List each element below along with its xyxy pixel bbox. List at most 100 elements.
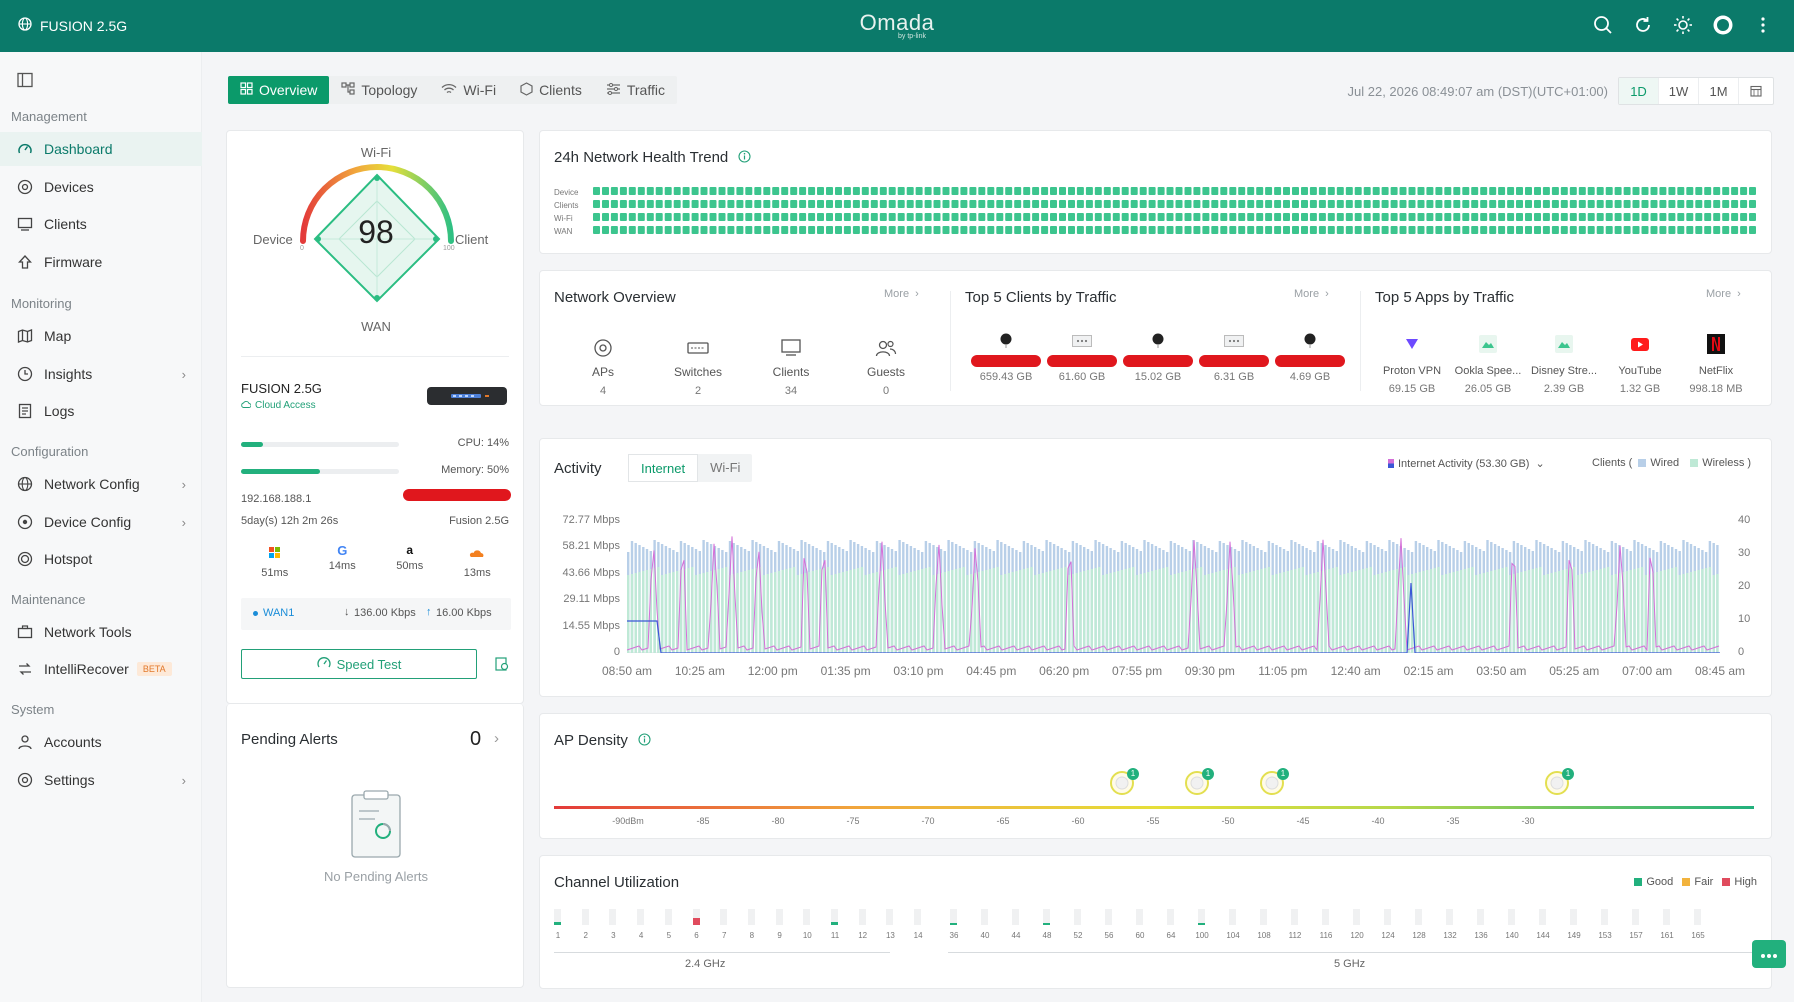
tab-internet[interactable]: Internet: [628, 454, 699, 482]
sidebar-toggle-icon[interactable]: [17, 72, 33, 93]
tab-overview[interactable]: Overview: [228, 76, 330, 104]
channel-bar[interactable]: [914, 909, 922, 925]
channel-bar[interactable]: [1539, 909, 1546, 925]
channel-bar[interactable]: [637, 909, 645, 925]
channel-bar[interactable]: [1570, 909, 1577, 925]
tab-clients[interactable]: Clients: [508, 76, 594, 104]
channel-bar[interactable]: [981, 909, 988, 925]
sidebar-item-intellirecover[interactable]: IntelliRecover BETA: [0, 652, 202, 686]
channel-bar[interactable]: [554, 909, 561, 925]
stat-aps[interactable]: APs 4: [563, 337, 643, 397]
top-clients-more[interactable]: More ›: [1294, 288, 1329, 300]
channel-bar[interactable]: [1167, 909, 1174, 925]
sidebar-item-clients[interactable]: Clients: [0, 207, 202, 241]
sidebar-item-hotspot[interactable]: Hotspot: [0, 542, 202, 576]
top-apps-more[interactable]: More ›: [1706, 288, 1741, 300]
top-app-item[interactable]: YouTube 1.32 GB: [1603, 333, 1677, 395]
info-icon[interactable]: [638, 732, 651, 750]
chevron-right-icon[interactable]: ›: [494, 730, 499, 747]
top-app-item[interactable]: Ookla Spee... 26.05 GB: [1451, 333, 1525, 395]
range-1d[interactable]: 1D: [1619, 78, 1659, 104]
search-icon[interactable]: [1592, 14, 1614, 36]
channel-bar[interactable]: [1074, 909, 1081, 925]
channel-bar[interactable]: [1105, 909, 1112, 925]
density-ap-marker[interactable]: 1: [1545, 768, 1574, 798]
stat-guests[interactable]: Guests 0: [846, 337, 926, 397]
stat-clients[interactable]: Clients 34: [751, 337, 831, 397]
sidebar-item-device-config[interactable]: Device Config ›: [0, 505, 202, 539]
channel-bar[interactable]: [1446, 909, 1453, 925]
density-ap-marker[interactable]: 1: [1185, 768, 1214, 798]
avatar[interactable]: [1712, 14, 1734, 36]
calendar-icon[interactable]: [1739, 78, 1773, 104]
speed-test-button[interactable]: Speed Test: [241, 649, 477, 679]
network-overview-more[interactable]: More ›: [884, 288, 919, 300]
sidebar-item-map[interactable]: Map: [0, 319, 202, 353]
channel-bar[interactable]: [1477, 909, 1484, 925]
range-1w[interactable]: 1W: [1659, 78, 1699, 104]
channel-bar[interactable]: [803, 909, 811, 925]
channel-bar[interactable]: [1012, 909, 1019, 925]
tab-wifi-activity[interactable]: Wi-Fi: [710, 460, 741, 475]
channel-bar[interactable]: [1291, 909, 1298, 925]
sidebar-item-settings[interactable]: Settings ›: [0, 763, 202, 797]
top-client-item[interactable]: 4.69 GB: [1274, 333, 1346, 383]
speed-test-history-icon[interactable]: [495, 657, 509, 676]
theme-icon[interactable]: [1672, 14, 1694, 36]
channel-bar[interactable]: [1136, 909, 1143, 925]
tab-topology[interactable]: Topology: [329, 76, 429, 104]
more-vertical-icon[interactable]: [1752, 14, 1774, 36]
top-client-item[interactable]: 6.31 GB: [1198, 333, 1270, 383]
density-ap-marker[interactable]: 1: [1110, 768, 1139, 798]
channel-bar[interactable]: [747, 909, 755, 925]
channel-bar[interactable]: [1632, 909, 1639, 925]
channel-bar[interactable]: [581, 909, 589, 925]
channel-bar[interactable]: [1353, 909, 1360, 925]
channel-bar[interactable]: [950, 909, 957, 925]
top-client-item[interactable]: 15.02 GB: [1122, 333, 1194, 383]
channel-bar[interactable]: [720, 909, 728, 925]
top-client-item[interactable]: 659.43 GB: [970, 333, 1042, 383]
range-1m[interactable]: 1M: [1699, 78, 1739, 104]
channel-bar[interactable]: [1198, 909, 1205, 925]
top-app-item[interactable]: Proton VPN 69.15 GB: [1375, 333, 1449, 395]
sidebar-item-network-config[interactable]: Network Config ›: [0, 467, 202, 501]
channel-bar[interactable]: [1415, 909, 1422, 925]
channel-bar[interactable]: [1043, 909, 1050, 925]
refresh-icon[interactable]: [1632, 14, 1654, 36]
gateway-name[interactable]: FUSION 2.5G: [241, 381, 322, 396]
wan-status-row[interactable]: WAN1 ↓ 136.00 Kbps ↑ 16.00 Kbps: [241, 598, 511, 630]
internet-activity-dropdown[interactable]: Internet Activity (53.30 GB) ⌄: [1388, 457, 1545, 470]
channel-bar[interactable]: [1322, 909, 1329, 925]
top-app-item[interactable]: Disney Stre... 2.39 GB: [1527, 333, 1601, 395]
density-ap-marker[interactable]: 1: [1260, 768, 1289, 798]
channel-bar[interactable]: [692, 909, 700, 925]
stat-switches[interactable]: Switches 2: [658, 337, 738, 397]
tab-traffic[interactable]: Traffic: [594, 76, 677, 104]
sidebar-item-logs[interactable]: Logs: [0, 394, 202, 428]
site-selector[interactable]: FUSION 2.5G: [18, 17, 127, 34]
channel-bar[interactable]: [609, 909, 617, 925]
chat-support-button[interactable]: [1752, 940, 1786, 968]
channel-bar[interactable]: [1694, 909, 1701, 925]
sidebar-item-accounts[interactable]: Accounts: [0, 725, 202, 759]
channel-bar[interactable]: [1229, 909, 1236, 925]
channel-bar[interactable]: [858, 909, 866, 925]
channel-bar[interactable]: [1260, 909, 1267, 925]
channel-bar[interactable]: [831, 909, 838, 925]
sidebar-item-network-tools[interactable]: Network Tools: [0, 615, 202, 649]
sidebar-item-dashboard[interactable]: Dashboard: [0, 132, 202, 166]
info-icon[interactable]: [738, 149, 751, 167]
top-app-item[interactable]: NetFlix 998.18 MB: [1679, 333, 1753, 395]
sidebar-item-devices[interactable]: Devices: [0, 170, 202, 204]
top-client-item[interactable]: 61.60 GB: [1046, 333, 1118, 383]
sidebar-item-firmware[interactable]: Firmware: [0, 245, 202, 279]
channel-bar[interactable]: [1601, 909, 1608, 925]
channel-bar[interactable]: [1508, 909, 1515, 925]
channel-bar[interactable]: [1384, 909, 1391, 925]
sidebar-item-insights[interactable]: Insights ›: [0, 357, 202, 391]
channel-bar[interactable]: [775, 909, 783, 925]
channel-bar[interactable]: [1663, 909, 1670, 925]
channel-bar[interactable]: [886, 909, 894, 925]
channel-bar[interactable]: [664, 909, 672, 925]
